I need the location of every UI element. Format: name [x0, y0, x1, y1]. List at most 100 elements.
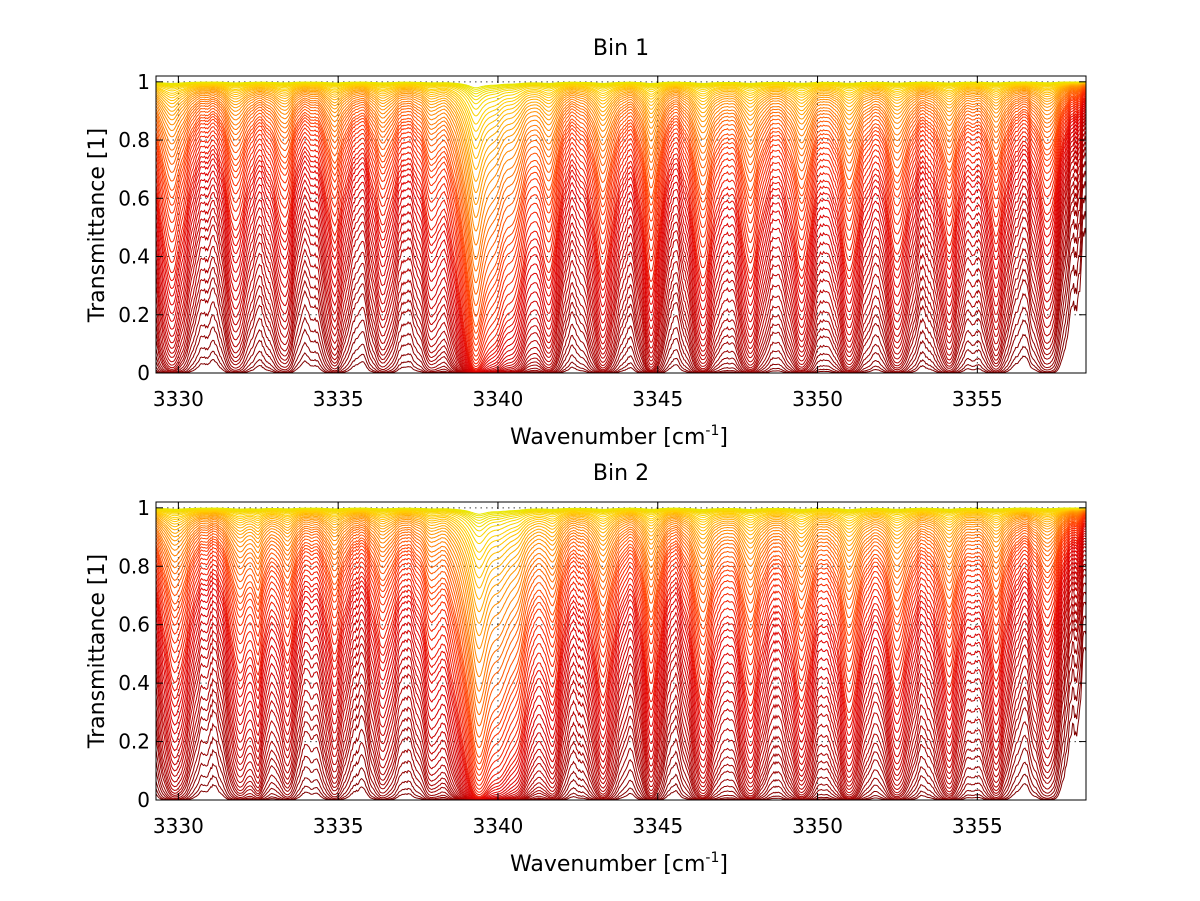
- spectrum-line: [155, 511, 1087, 716]
- chart-title: Bin 1: [593, 36, 649, 61]
- spectrum-line: [155, 550, 1087, 801]
- x-axis-label: Wavenumber [cm-1]: [510, 423, 728, 450]
- spectrum-line: [155, 509, 1087, 650]
- spectrum-line: [155, 81, 1087, 125]
- spectrum-line: [155, 84, 1087, 232]
- y-tick-label: 0.8: [118, 128, 150, 152]
- spectrum-line: [155, 85, 1087, 272]
- spectrum-line: [155, 630, 1087, 801]
- spectrum-line: [155, 509, 1087, 637]
- x-axis-label-superscript: -1: [705, 423, 719, 439]
- spectrum-line: [155, 125, 1087, 374]
- spectrum-line: [155, 113, 1087, 374]
- spectrum-line: [155, 509, 1086, 624]
- spectrum-line: [155, 89, 1087, 340]
- spectra-group: [155, 507, 1087, 801]
- spectrum-line: [155, 582, 1087, 801]
- spectrum-line: [155, 86, 1087, 306]
- spectrum-line: [155, 517, 1087, 786]
- spectrum-line: [155, 522, 1087, 797]
- tick-marks: [156, 502, 1086, 801]
- x-tick-label: 3340: [473, 814, 524, 838]
- spectrum-line: [155, 93, 1087, 361]
- spectrum-line: [155, 524, 1087, 799]
- spectrum-line: [155, 90, 1087, 346]
- y-tick-label: 0.2: [118, 303, 150, 327]
- spectrum-line: [155, 91, 1087, 352]
- y-tick-label: 0.6: [118, 613, 150, 637]
- x-axis-label: Wavenumber [cm-1]: [510, 850, 728, 877]
- spectrum-line: [155, 515, 1087, 771]
- y-axis-label: Transmittance [1]: [85, 128, 110, 323]
- spectrum-line: [155, 507, 1086, 553]
- spectrum-line: [155, 516, 1087, 782]
- spectrum-line: [155, 515, 1087, 776]
- spectrum-line: [155, 83, 1087, 206]
- spectrum-line: [155, 181, 1087, 374]
- y-tick-labels: 0 0.2 0.4 0.6 0.8 1: [118, 70, 150, 385]
- spectrum-line: [155, 85, 1087, 284]
- spectrum-line: [155, 523, 1087, 798]
- spectrum-line: [155, 510, 1087, 692]
- spectrum-line: [155, 508, 1086, 589]
- spectrum-line: [155, 102, 1087, 373]
- spectrum-line: [155, 615, 1087, 801]
- spectrum-line: [155, 82, 1087, 159]
- spectrum-line: [155, 105, 1087, 374]
- x-tick-labels: 3330 3335 3340 3345 3350 3355: [153, 814, 1003, 838]
- chart-title: Bin 2: [593, 461, 649, 486]
- spectrum-line: [155, 538, 1087, 801]
- spectrum-line: [155, 559, 1087, 801]
- spectrum-line: [155, 540, 1087, 801]
- spectrum-line: [155, 520, 1087, 796]
- spectrum-line: [155, 86, 1087, 295]
- spectrum-line: [155, 88, 1087, 327]
- spectrum-line: [155, 543, 1087, 801]
- y-tick-label: 0.2: [118, 730, 150, 754]
- y-tick-label: 1: [137, 496, 150, 520]
- spectrum-line: [155, 525, 1087, 800]
- spectrum-line: [155, 130, 1087, 374]
- spectrum-line: [155, 134, 1087, 374]
- x-axis-label-main: Wavenumber [cm: [510, 425, 705, 450]
- spectrum-line: [155, 211, 1087, 374]
- spectrum-line: [155, 195, 1087, 374]
- x-tick-label: 3350: [792, 387, 843, 411]
- x-tick-label: 3345: [632, 814, 683, 838]
- spectrum-line: [155, 83, 1087, 194]
- x-tick-label: 3330: [153, 387, 204, 411]
- spectrum-line: [155, 509, 1087, 664]
- axes-frame: [155, 501, 1087, 801]
- axes-frame: [155, 75, 1087, 374]
- subplot-bin-1: Bin 1 3330 3335 3340 3345 3350 3355 0 0.2 0.4 0.…: [85, 36, 1087, 450]
- spectrum-line: [155, 146, 1087, 374]
- spectrum-line: [155, 161, 1087, 374]
- x-axis-label-suffix: ]: [719, 852, 728, 877]
- x-tick-label: 3345: [632, 387, 683, 411]
- tick-marks: [156, 76, 1086, 374]
- x-tick-label: 3355: [952, 814, 1003, 838]
- spectrum-line: [155, 95, 1087, 368]
- spectrum-line: [155, 508, 1086, 561]
- spectrum-line: [155, 513, 1087, 749]
- spectrum-line: [155, 529, 1087, 801]
- spectrum-line: [155, 647, 1087, 801]
- spectrum-line: [155, 94, 1087, 365]
- x-tick-label: 3355: [952, 387, 1003, 411]
- spectrum-line: [155, 510, 1087, 678]
- spectrum-line: [155, 507, 1086, 545]
- spectrum-line: [155, 531, 1087, 801]
- spectrum-line: [155, 82, 1087, 170]
- spectrum-line: [155, 81, 1087, 132]
- spectrum-line: [155, 152, 1087, 374]
- x-tick-label: 3335: [313, 814, 364, 838]
- spectrum-line: [155, 170, 1087, 374]
- spectrum-line: [155, 84, 1087, 246]
- spectrum-line: [155, 508, 1086, 613]
- spectrum-line: [155, 554, 1087, 801]
- spectrum-line: [155, 568, 1087, 801]
- spectrum-line: [155, 533, 1087, 801]
- spectrum-line: [156, 81, 1086, 89]
- spectrum-line: [155, 103, 1087, 373]
